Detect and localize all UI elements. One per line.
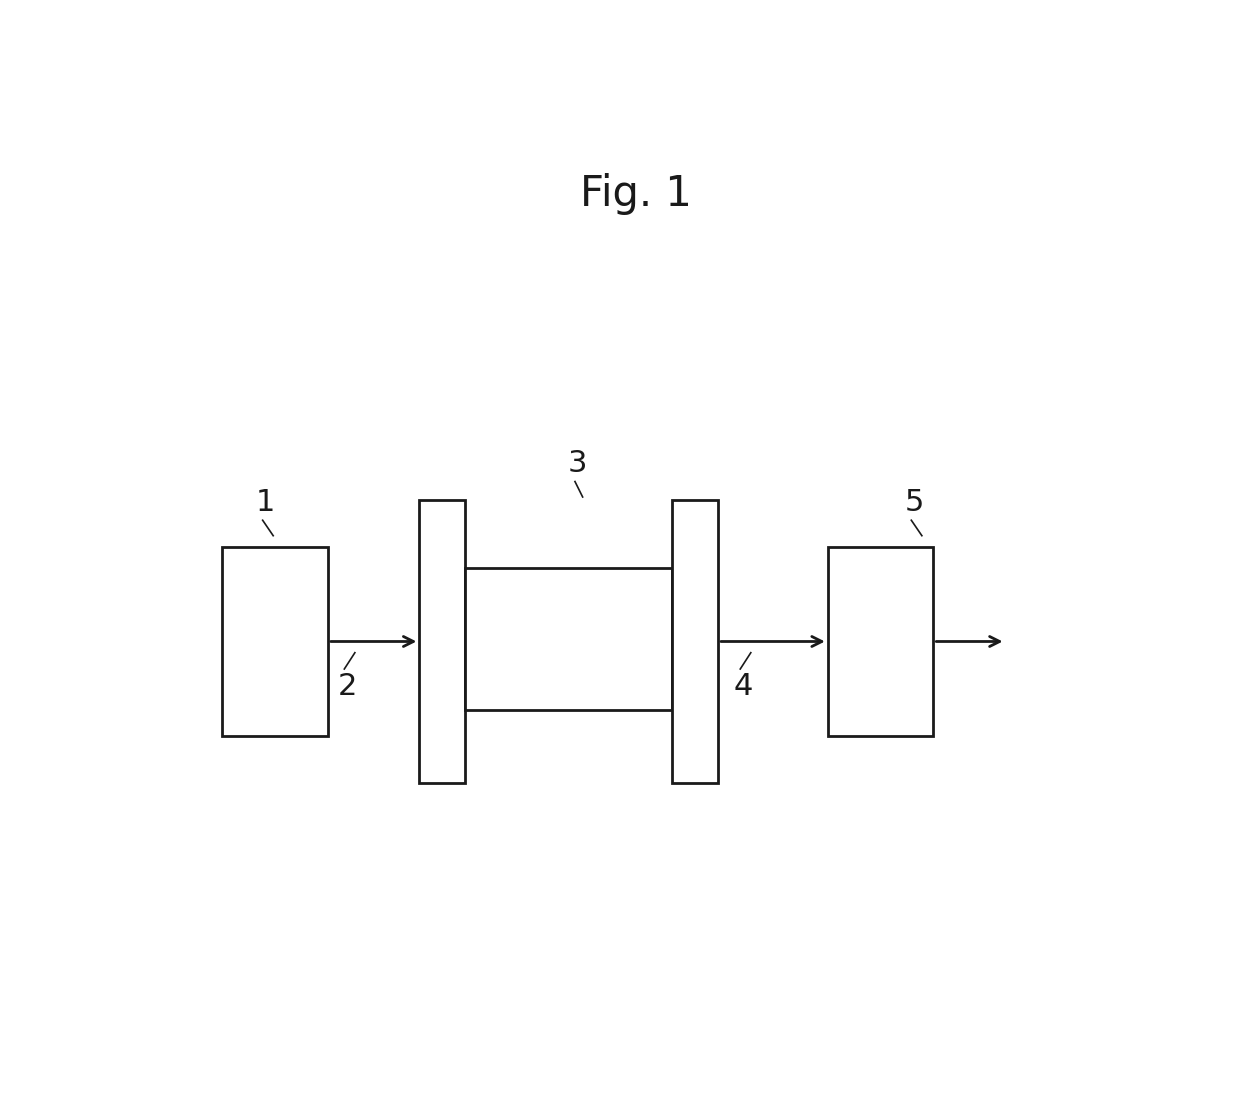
Text: 2: 2 — [337, 671, 357, 700]
Bar — [419, 499, 465, 783]
Bar — [672, 499, 718, 783]
Text: 3: 3 — [568, 449, 588, 478]
Text: 4: 4 — [733, 671, 753, 700]
Bar — [465, 569, 672, 710]
Bar — [828, 547, 934, 736]
Bar — [222, 547, 327, 736]
Text: 1: 1 — [255, 488, 275, 517]
Text: 5: 5 — [904, 488, 924, 517]
Text: Fig. 1: Fig. 1 — [579, 173, 692, 216]
